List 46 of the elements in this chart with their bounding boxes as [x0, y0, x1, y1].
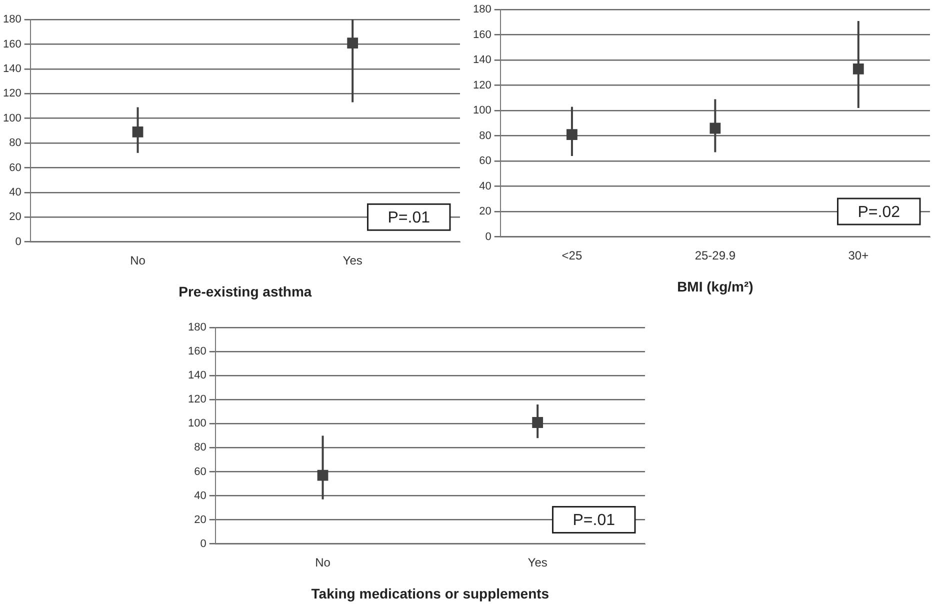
y-tick-label: 160: [2, 38, 22, 50]
y-tick-label: 120: [188, 394, 206, 406]
y-tick-label: 0: [15, 236, 22, 248]
y-tick-label: 60: [9, 162, 22, 174]
x-tick-label: No: [315, 555, 331, 570]
x-tick-label: Yes: [342, 253, 362, 268]
x-tick-label: 25-29.9: [694, 248, 736, 262]
y-tick-label: 120: [2, 88, 22, 100]
y-tick-label: 180: [2, 14, 22, 26]
y-tick-label: 20: [479, 206, 492, 218]
point: [852, 63, 864, 74]
y-tick-label: 140: [2, 63, 22, 76]
x-axis-title: BMI (kg/m²): [677, 278, 754, 294]
y-tick-label: 120: [472, 79, 492, 92]
y-tick-label: 80: [479, 130, 492, 142]
y-tick-label: 80: [194, 442, 206, 454]
y-tick-label: 40: [9, 186, 22, 198]
x-axis-title: Taking medications or supplements: [311, 585, 550, 602]
y-tick-label: 180: [472, 4, 492, 16]
y-tick-label: 100: [472, 104, 492, 117]
point: [566, 129, 578, 140]
x-tick-label: No: [130, 253, 146, 268]
y-tick-label: 60: [479, 155, 492, 168]
y-tick-label: 80: [9, 137, 22, 150]
annotation: P=.01: [572, 512, 616, 530]
y-tick-label: 100: [2, 112, 22, 124]
y-tick-label: 160: [188, 346, 206, 358]
y-tick-label: 60: [194, 466, 206, 478]
annotation: P=.02: [858, 204, 900, 221]
y-tick-label: 100: [188, 418, 206, 430]
point: [710, 122, 721, 134]
x-tick-label: <25: [562, 248, 582, 262]
y-tick-label: 40: [194, 490, 206, 502]
y-tick-label: 20: [9, 211, 22, 224]
y-tick-label: 160: [472, 28, 492, 41]
y-tick-label: 140: [188, 370, 206, 382]
x-tick-label: 30+: [848, 248, 869, 262]
annotation: P=.01: [388, 210, 430, 227]
y-tick-label: 140: [472, 54, 492, 66]
y-tick-label: 0: [485, 230, 492, 243]
y-tick-label: 0: [200, 538, 206, 550]
y-tick-label: 180: [188, 322, 206, 334]
y-tick-label: 40: [479, 180, 492, 192]
x-tick-label: Yes: [528, 555, 548, 570]
x-axis-title: Pre-existing asthma: [178, 283, 312, 300]
y-tick-label: 20: [194, 514, 206, 526]
